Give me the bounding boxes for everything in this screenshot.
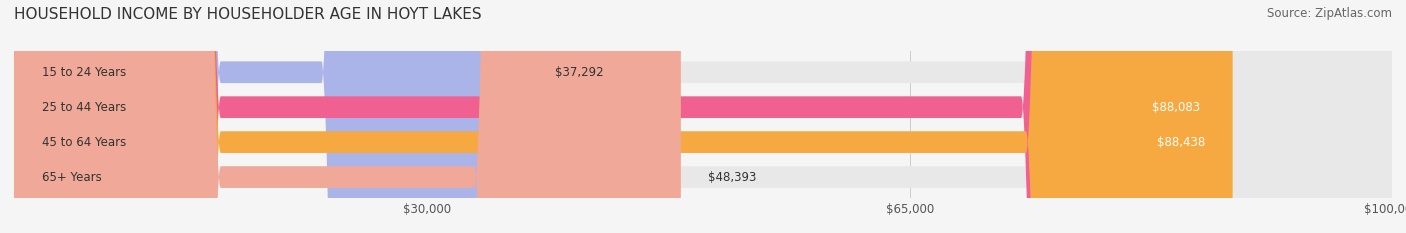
- Text: HOUSEHOLD INCOME BY HOUSEHOLDER AGE IN HOYT LAKES: HOUSEHOLD INCOME BY HOUSEHOLDER AGE IN H…: [14, 7, 482, 22]
- Text: 45 to 64 Years: 45 to 64 Years: [42, 136, 127, 149]
- Text: 25 to 44 Years: 25 to 44 Years: [42, 101, 127, 114]
- FancyBboxPatch shape: [14, 0, 1392, 233]
- Text: $48,393: $48,393: [709, 171, 756, 184]
- FancyBboxPatch shape: [14, 0, 527, 233]
- Text: 15 to 24 Years: 15 to 24 Years: [42, 66, 127, 79]
- FancyBboxPatch shape: [14, 0, 1392, 233]
- FancyBboxPatch shape: [14, 0, 1227, 233]
- FancyBboxPatch shape: [14, 0, 1233, 233]
- Text: 65+ Years: 65+ Years: [42, 171, 101, 184]
- Text: $88,083: $88,083: [1152, 101, 1201, 114]
- Text: $37,292: $37,292: [555, 66, 605, 79]
- FancyBboxPatch shape: [14, 0, 681, 233]
- Text: $88,438: $88,438: [1157, 136, 1205, 149]
- Text: Source: ZipAtlas.com: Source: ZipAtlas.com: [1267, 7, 1392, 20]
- FancyBboxPatch shape: [14, 0, 1392, 233]
- FancyBboxPatch shape: [14, 0, 1392, 233]
